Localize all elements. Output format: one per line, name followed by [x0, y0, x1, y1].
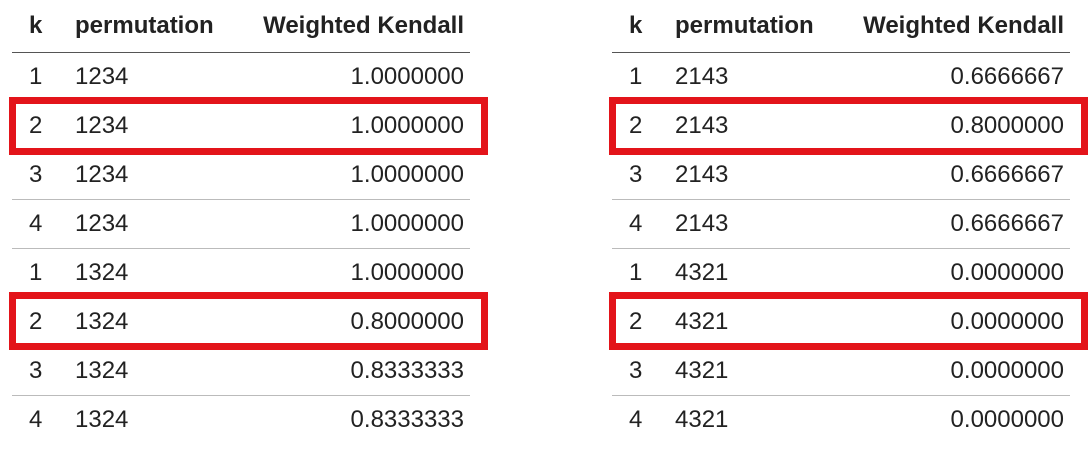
cell-k: 3 [12, 346, 75, 396]
cell-permutation: 1324 [75, 405, 129, 433]
cell-k: 4 [29, 405, 43, 433]
cell-weighted-kendall: 1.0000000 [235, 101, 470, 151]
cell-k: 1 [612, 248, 675, 298]
cell-weighted-kendall: 0.6666667 [835, 199, 1070, 249]
cell-permutation: 1234 [75, 101, 235, 151]
cell-weighted-kendall: 1.0000000 [235, 248, 470, 298]
table-row: 4 1234 1.0000000 [12, 199, 470, 249]
table-row: 1 2143 0.6666667 [612, 52, 1070, 102]
cell-weighted-kendall: 0.8333333 [235, 346, 470, 396]
cell-weighted-kendall: 0.8000000 [835, 101, 1070, 151]
header-k: k [12, 0, 75, 53]
table-row: 2 4321 0.0000000 [612, 297, 1070, 347]
cell-permutation: 1324 [75, 248, 235, 298]
cell-permutation: 4321 [675, 248, 835, 298]
header-weighted-kendall: Weighted Kendall [835, 0, 1070, 53]
header-k: k [612, 0, 675, 53]
cell-k: 3 [612, 346, 675, 396]
table-row: 2 1324 0.8000000 [12, 297, 470, 347]
cell-k: 1 [12, 248, 75, 298]
cell-permutation: 1324 [75, 297, 235, 347]
header-weighted-kendall: Weighted Kendall [235, 0, 470, 53]
cell-weighted-kendall: 0.6666667 [835, 52, 1070, 102]
cell-permutation: 4321 [675, 405, 729, 433]
cell-permutation: 1234 [75, 199, 235, 249]
table-row: 1 1234 1.0000000 [12, 52, 470, 102]
cell-k: 2 [612, 297, 675, 347]
cell-weighted-kendall: 1.0000000 [235, 150, 470, 200]
cell-permutation: 1324 [75, 346, 235, 396]
weighted-kendall-table-right: k permutation Weighted Kendall 1 2143 0.… [612, 0, 1070, 444]
cell-weighted-kendall: 0.0000000 [835, 346, 1070, 396]
cell-k: 4 [629, 405, 643, 433]
weighted-kendall-table-left: k permutation Weighted Kendall 1 1234 1.… [12, 0, 470, 444]
cell-k: 4 [12, 199, 75, 249]
cell-k: 2 [12, 297, 75, 347]
cell-permutation: 1234 [75, 150, 235, 200]
cell-permutation: 2143 [675, 199, 835, 249]
table-row: 3 1324 0.8333333 [12, 346, 470, 396]
header-permutation: permutation [675, 0, 835, 53]
cell-k: 2 [612, 101, 675, 151]
table-row: 3 4321 0.0000000 [612, 346, 1070, 396]
table-row: 2 1234 1.0000000 [12, 101, 470, 151]
cell-permutation: 4321 [675, 346, 835, 396]
cell-permutation: 2143 [675, 52, 835, 102]
table-row: 1 4321 0.0000000 [612, 248, 1070, 298]
cell-k: 1 [612, 52, 675, 102]
cell-k: 3 [12, 150, 75, 200]
table-row: 1 1324 1.0000000 [12, 248, 470, 298]
header-permutation: permutation [75, 0, 235, 53]
cell-k: 2 [12, 101, 75, 151]
header-row: k permutation Weighted Kendall [12, 0, 470, 53]
cell-weighted-kendall: 0.0000000 [835, 297, 1070, 347]
table-row: 2 2143 0.8000000 [612, 101, 1070, 151]
cell-weighted-kendall: 0.8333333 [350, 405, 464, 433]
cell-weighted-kendall: 0.8000000 [235, 297, 470, 347]
table-row: 4 4321 0.0000000 [612, 395, 1070, 444]
cell-weighted-kendall: 1.0000000 [235, 52, 470, 102]
cell-weighted-kendall: 0.6666667 [835, 150, 1070, 200]
cell-k: 1 [12, 52, 75, 102]
cell-permutation: 2143 [675, 101, 835, 151]
cell-weighted-kendall: 0.0000000 [950, 405, 1064, 433]
cell-weighted-kendall: 0.0000000 [835, 248, 1070, 298]
table-row: 4 1324 0.8333333 [12, 395, 470, 444]
table-row: 3 1234 1.0000000 [12, 150, 470, 200]
cell-k: 4 [612, 199, 675, 249]
cell-permutation: 2143 [675, 150, 835, 200]
cell-permutation: 4321 [675, 297, 835, 347]
cell-permutation: 1234 [75, 52, 235, 102]
table-row: 3 2143 0.6666667 [612, 150, 1070, 200]
header-row: k permutation Weighted Kendall [612, 0, 1070, 53]
cell-k: 3 [612, 150, 675, 200]
table-row: 4 2143 0.6666667 [612, 199, 1070, 249]
cell-weighted-kendall: 1.0000000 [235, 199, 470, 249]
